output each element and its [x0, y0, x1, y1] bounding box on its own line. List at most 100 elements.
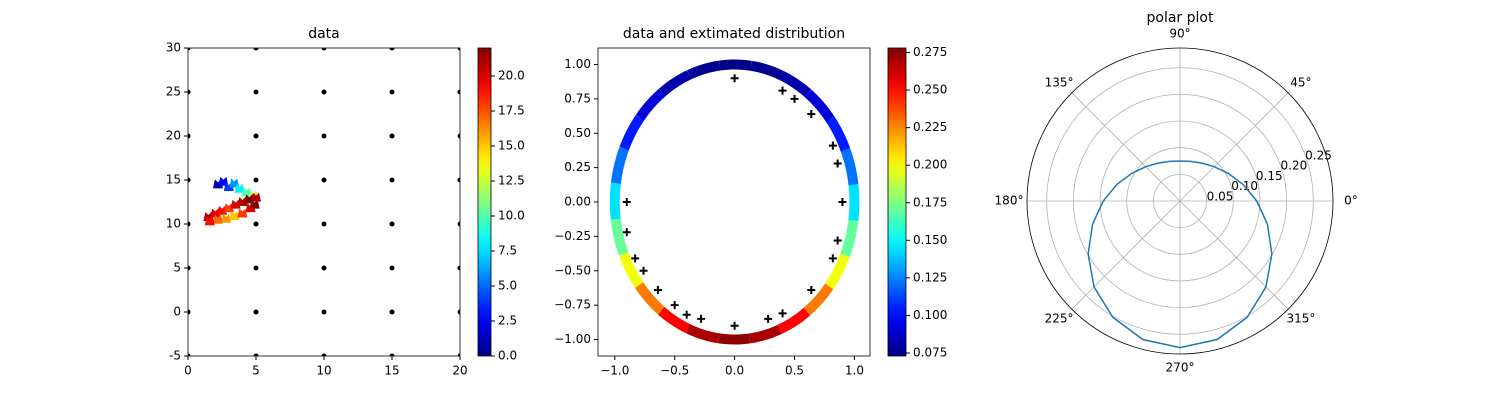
theta-tick-label: 0° — [1344, 194, 1358, 208]
ring-segment — [610, 218, 629, 256]
plus-marker — [764, 314, 773, 323]
point — [253, 265, 259, 271]
colorbar-tick-label: 20.0 — [498, 69, 525, 83]
point — [188, 221, 191, 227]
theta-tick-label: 180° — [995, 194, 1024, 208]
point — [389, 177, 395, 183]
ring-segment — [777, 307, 811, 334]
ring-segment — [635, 88, 666, 121]
theta-grid-line — [1179, 92, 1289, 202]
point — [389, 221, 395, 227]
y-tick-label: −0.50 — [554, 263, 591, 277]
arrow — [237, 208, 248, 218]
plus-marker — [778, 309, 787, 318]
arrow — [223, 203, 234, 213]
ring-segment — [778, 70, 812, 98]
point — [253, 221, 259, 227]
plus-marker — [790, 94, 799, 103]
point — [188, 309, 191, 315]
point — [188, 265, 191, 271]
colorbar-tick-label: 7.5 — [498, 244, 517, 258]
plus-marker — [833, 236, 842, 245]
ring-segment — [635, 282, 665, 315]
ring-segment — [749, 60, 784, 80]
colorbar-tick-label: 0.100 — [913, 308, 947, 322]
plus-marker — [639, 266, 648, 275]
arrow — [221, 213, 232, 223]
point — [457, 48, 460, 51]
x-tick-label: 0.5 — [785, 364, 804, 378]
point — [188, 89, 191, 95]
y-tick-label: 0.50 — [564, 126, 591, 140]
point — [253, 133, 259, 139]
point — [389, 353, 395, 356]
point — [321, 133, 327, 139]
point — [321, 89, 327, 95]
y-tick-label: 0.00 — [564, 195, 591, 209]
colorbar-tick-label: 12.5 — [498, 174, 525, 188]
arrow — [217, 205, 227, 215]
y-tick-label: 5 — [173, 261, 181, 275]
colorbar-tick-label: 0.225 — [913, 120, 947, 134]
polar-line — [1087, 160, 1273, 349]
point — [188, 177, 191, 183]
ring-segment — [848, 184, 860, 222]
colorbar-tick-label: 10.0 — [498, 209, 525, 223]
plus-marker — [622, 198, 631, 206]
ring-segment — [618, 252, 644, 288]
y-tick-label: 0.25 — [564, 160, 591, 174]
ring-segment — [658, 70, 692, 97]
plus-marker — [807, 110, 816, 118]
ring-segment — [610, 147, 629, 185]
arrow — [210, 208, 221, 218]
x-tick-label: 15 — [384, 364, 399, 378]
point — [188, 48, 191, 51]
theta-tick-label: 315° — [1286, 312, 1315, 326]
colorbar-tick-label: 0.200 — [913, 158, 947, 172]
ring-segment — [609, 182, 621, 220]
plus-marker — [622, 228, 631, 237]
point — [457, 309, 460, 315]
x-tick-label: 20 — [452, 364, 467, 378]
y-tick-label: 20 — [166, 129, 181, 143]
x-tick-label: 10 — [316, 364, 331, 378]
plus-marker — [778, 86, 787, 95]
theta-tick-label: 225° — [1045, 312, 1074, 326]
arrow — [212, 214, 223, 224]
colorbar-tick-label: 0.175 — [913, 195, 947, 209]
ring-segment — [619, 114, 645, 151]
colorbar-tick-label: 0.250 — [913, 83, 947, 97]
point — [389, 133, 395, 139]
polar-frame — [1026, 47, 1334, 355]
ring-segment — [657, 306, 691, 334]
arrow — [234, 183, 245, 193]
point — [321, 48, 327, 51]
colorbar-tick-label: 0.125 — [913, 270, 947, 284]
ring-segment — [718, 59, 752, 71]
x-tick-label: −1.0 — [600, 364, 629, 378]
point — [457, 177, 460, 183]
arrow — [230, 199, 241, 209]
ring-segment — [687, 60, 721, 80]
ring-segment — [804, 89, 835, 122]
y-tick-label: 1.00 — [564, 57, 591, 71]
r-tick-label: 0.20 — [1281, 159, 1308, 173]
colorbar-tick-label: 0.075 — [913, 345, 947, 359]
ring-segment — [825, 253, 850, 290]
point — [457, 133, 460, 139]
point — [321, 265, 327, 271]
point — [321, 221, 327, 227]
colorbar-tick-label: 0.275 — [913, 45, 947, 59]
plus-marker — [730, 74, 739, 83]
y-tick-label: 0 — [173, 305, 181, 319]
r-tick-label: 0.05 — [1207, 189, 1234, 203]
colorbar-tick-label: 5.0 — [498, 279, 517, 293]
ring-segment — [803, 283, 834, 316]
plus-marker — [838, 198, 847, 206]
arrow — [229, 211, 240, 221]
ring-segment — [840, 148, 859, 186]
theta-grid-line — [1179, 200, 1289, 310]
plus-marker — [697, 314, 706, 323]
plus-marker — [828, 254, 837, 263]
theta-tick-label: 135° — [1045, 75, 1074, 89]
